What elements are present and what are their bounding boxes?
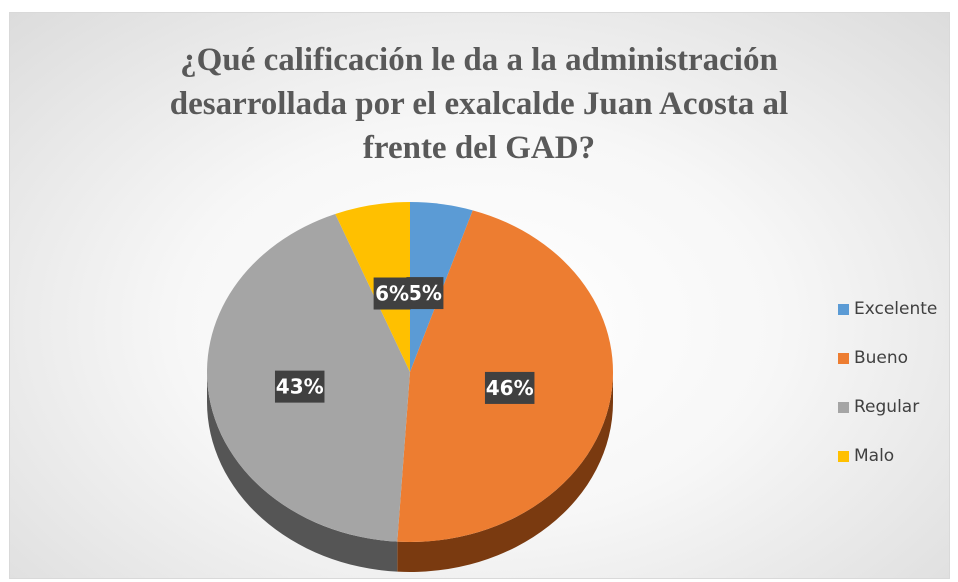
data-label-excelente: 5% — [406, 277, 444, 310]
chart-title: ¿Qué calificación le da a la administrac… — [169, 42, 789, 166]
data-label-box-malo — [373, 277, 411, 310]
data-label-regular: 43% — [274, 370, 325, 403]
legend-label-bueno: Bueno — [854, 348, 909, 368]
legend-label-excelente: Excelente — [854, 299, 938, 319]
pie-side-regular — [207, 372, 398, 572]
pie-slice-malo[interactable] — [335, 202, 410, 372]
data-label-text-malo: 6% — [375, 282, 409, 306]
data-label-box-regular — [274, 370, 325, 403]
legend-label-regular: Regular — [854, 397, 920, 417]
legend-item-regular[interactable]: Regular — [838, 396, 937, 418]
pie-side-bueno — [397, 372, 613, 572]
legend-swatch-bueno — [838, 352, 849, 364]
data-label-box-excelente — [406, 277, 444, 310]
legend-swatch-regular — [838, 401, 849, 413]
legend-label-malo: Malo — [854, 446, 895, 466]
data-label-text-bueno: 46% — [486, 376, 534, 400]
legend-swatch-excelente — [838, 303, 849, 315]
data-label-malo: 6% — [373, 277, 411, 310]
legend-item-excelente[interactable]: Excelente — [838, 298, 937, 320]
legend-item-bueno[interactable]: Bueno — [838, 347, 937, 369]
legend: Excelente Bueno Regular Malo — [838, 298, 937, 494]
legend-swatch-malo — [838, 450, 849, 462]
data-label-text-regular: 43% — [276, 375, 324, 399]
data-label-bueno: 46% — [484, 371, 535, 404]
data-label-text-excelente: 5% — [408, 281, 442, 305]
legend-item-malo[interactable]: Malo — [838, 445, 937, 467]
data-label-box-bueno — [484, 371, 535, 404]
